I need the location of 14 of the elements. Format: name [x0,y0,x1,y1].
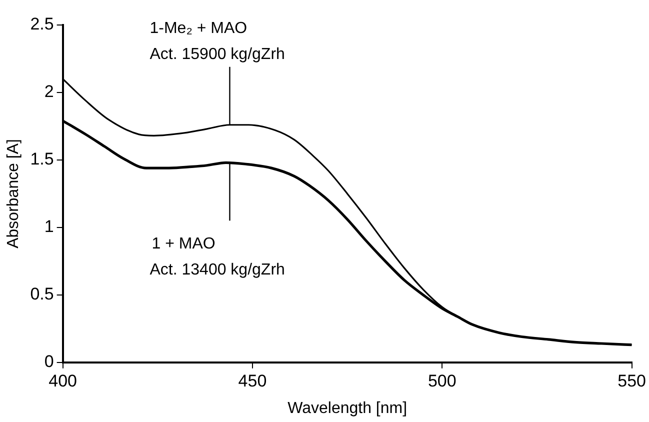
y-tick-label: 0 [44,352,54,372]
annotation: 1 + MAO Act. 13400 kg/gZrh [150,236,285,279]
y-tick-label: 2 [44,82,54,102]
y-tick-label: 1 [44,217,54,236]
annotation: 1-Me₂ + MAO Act. 15900 kg/gZrh [150,20,285,63]
x-tick-label: 550 [618,371,646,390]
x-tick-label: 400 [48,371,78,390]
x-tick-label: 500 [428,371,456,390]
x-tick-label: 450 [238,371,267,390]
y-axis-title: Absorbance [A] [5,138,22,248]
y-tick-label: 1.5 [30,150,54,169]
y-tick-label: 0.5 [30,284,54,304]
y-tick-label: 2.5 [30,14,54,34]
x-axis-title: Wavelength [nm] [288,400,408,417]
